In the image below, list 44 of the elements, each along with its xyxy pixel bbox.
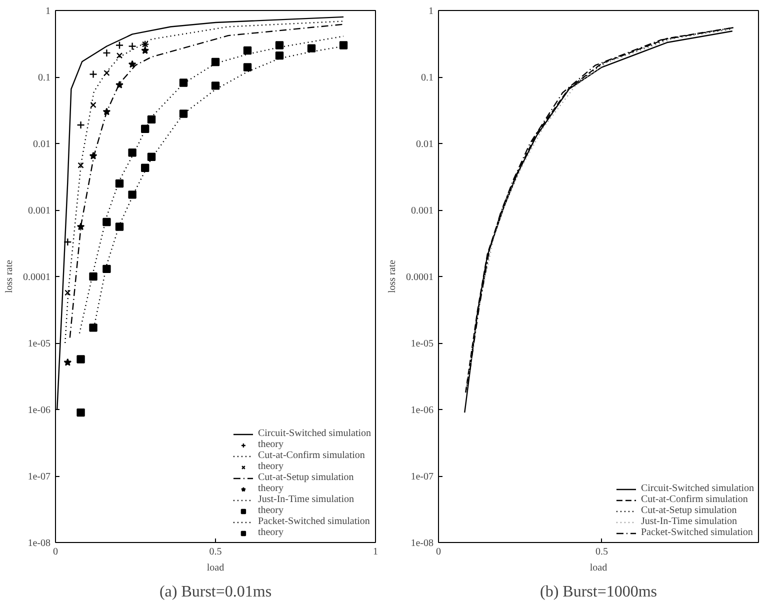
x-tick-label: 0.5 xyxy=(209,546,222,558)
y-tick-label: 0.0001 xyxy=(406,272,434,283)
legend-label: Circuit-Switched simulation xyxy=(258,428,371,439)
legend-label: theory xyxy=(258,527,284,538)
legend-label: theory xyxy=(258,505,284,516)
y-tick-label: 0.01 xyxy=(33,139,50,150)
legend-label: Cut-at-Setup simulation xyxy=(640,505,737,516)
x-axis-title: load xyxy=(590,562,608,574)
legend-label: Cut-at-Confirm simulation xyxy=(258,450,365,461)
y-tick-label: 0.1 xyxy=(421,72,434,84)
x-tick-label: 0.5 xyxy=(596,546,608,558)
y-tick-label: 1e-05 xyxy=(410,338,434,350)
y-tick-label: 0.001 xyxy=(28,206,50,216)
y-tick-label: 0.0001 xyxy=(23,272,50,283)
legend-label: theory xyxy=(258,439,284,450)
y-tick-label: 1e-06 xyxy=(28,405,51,416)
text: (b) Burst=1000ms xyxy=(540,584,658,600)
text: (a) Burst=0.01ms xyxy=(159,584,272,600)
legend-label: Just-In-Time simulation xyxy=(640,516,737,527)
legend-label: Just-In-Time simulation xyxy=(258,494,354,505)
x-tick-label: 0 xyxy=(436,546,441,558)
legend-label: Packet-Switched simulation xyxy=(258,516,370,527)
legend-label: theory xyxy=(258,461,284,472)
y-tick-label: 1e-05 xyxy=(28,338,51,350)
y-tick-label: 1e-08 xyxy=(28,538,51,549)
x-tick-label: 1 xyxy=(373,546,378,558)
y-tick-label: 0.1 xyxy=(38,72,50,84)
legend-label: Cut-at-Setup simulation xyxy=(258,472,354,483)
x-axis-title: load xyxy=(206,562,224,574)
legend-label: Circuit-Switched simulation xyxy=(640,483,754,494)
y-tick-label: 1e-06 xyxy=(410,405,434,416)
y-tick-label: 0.001 xyxy=(411,206,434,216)
y-tick-label: 0.01 xyxy=(416,139,434,150)
x-tick-label: 0 xyxy=(53,546,58,558)
y-tick-label: 1e-08 xyxy=(410,538,434,549)
y-axis-title: loss rate xyxy=(387,259,398,294)
y-tick-label: 1e-07 xyxy=(28,472,51,482)
y-tick-label: 1e-07 xyxy=(410,472,434,482)
y-tick-label: 1 xyxy=(46,6,50,17)
y-tick-label: 1 xyxy=(428,6,434,17)
legend-label: Packet-Switched simulation xyxy=(640,527,753,538)
y-axis-title: loss rate xyxy=(4,259,15,294)
legend-label: Cut-at-Confirm simulation xyxy=(640,494,748,505)
legend-label: theory xyxy=(258,483,284,494)
